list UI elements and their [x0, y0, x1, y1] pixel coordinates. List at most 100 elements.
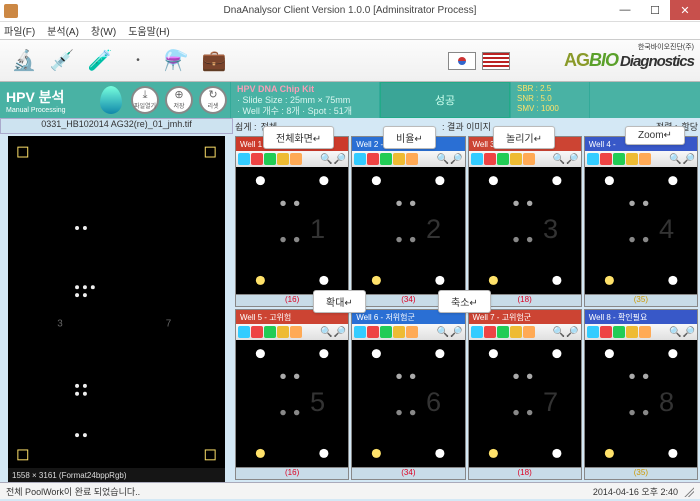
well-3[interactable]: Well 3 - 🔍 🔎 3 (18) — [468, 136, 582, 307]
tag-zoom[interactable]: Zoom↵ — [625, 126, 685, 145]
well-tool-icon[interactable] — [497, 326, 509, 338]
magnify-minus-icon[interactable]: 🔎 — [566, 154, 578, 165]
well-2[interactable]: Well 2 - 🔍 🔎 2 (34) — [351, 136, 465, 307]
well-tool-icon[interactable] — [277, 326, 289, 338]
well-tool-icon[interactable] — [277, 153, 289, 165]
well-tool-icon[interactable] — [406, 326, 418, 338]
well-tool-icon[interactable] — [523, 326, 535, 338]
magnify-minus-icon[interactable]: 🔎 — [334, 154, 346, 165]
well-tool-icon[interactable] — [587, 153, 599, 165]
magnify-minus-icon[interactable]: 🔎 — [683, 154, 695, 165]
well-tool-icon[interactable] — [393, 153, 405, 165]
menu-window[interactable]: 창(W) — [91, 23, 116, 38]
well-tool-icon[interactable] — [264, 326, 276, 338]
well-tool-icon[interactable] — [406, 153, 418, 165]
maximize-button[interactable]: ☐ — [640, 0, 670, 20]
magnify-icon[interactable]: 🔍 — [553, 327, 565, 338]
flag-kr-icon[interactable] — [448, 52, 476, 70]
tag-fullscreen[interactable]: 전체화면↵ — [263, 126, 334, 149]
well-tool-icon[interactable] — [380, 153, 392, 165]
well-tool-icon[interactable] — [238, 326, 250, 338]
well-tool-icon[interactable] — [613, 326, 625, 338]
magnify-minus-icon[interactable]: 🔎 — [450, 154, 462, 165]
well-tool-icon[interactable] — [264, 153, 276, 165]
well-tool-icon[interactable] — [354, 153, 366, 165]
well-header: Well 8 - 확인필요 — [585, 310, 697, 324]
well-tool-icon[interactable] — [523, 153, 535, 165]
well-7[interactable]: Well 7 - 고위험군 🔍 🔎 7 (18) — [468, 309, 582, 480]
tubes-icon[interactable]: 🧪 — [82, 43, 118, 79]
well-tool-icon[interactable] — [251, 326, 263, 338]
well-1[interactable]: Well 1 - 🔍 🔎 1 (16) — [235, 136, 349, 307]
tag-zoomin[interactable]: 확대↵ — [313, 290, 366, 313]
magnify-minus-icon[interactable]: 🔎 — [566, 327, 578, 338]
well-tool-icon[interactable] — [367, 153, 379, 165]
menu-help[interactable]: 도움말(H) — [128, 23, 169, 38]
well-tool-icon[interactable] — [600, 153, 612, 165]
syringe-icon[interactable]: 💉 — [44, 43, 80, 79]
magnify-icon[interactable]: 🔍 — [320, 154, 332, 165]
magnify-minus-icon[interactable]: 🔎 — [334, 327, 346, 338]
well-tool-icon[interactable] — [290, 326, 302, 338]
close-button[interactable]: ✕ — [670, 0, 700, 20]
well-image[interactable]: 3 — [469, 167, 581, 294]
well-tool-icon[interactable] — [471, 153, 483, 165]
magnify-icon[interactable]: 🔍 — [669, 154, 681, 165]
well-tool-icon[interactable] — [290, 153, 302, 165]
well-tool-icon[interactable] — [639, 153, 651, 165]
image-info: 1558 × 3161 (Format24bppRgb) — [8, 468, 225, 482]
menu-analysis[interactable]: 분석(A) — [47, 23, 79, 38]
reset-button[interactable]: ↻리셋 — [199, 86, 227, 114]
well-tool-icon[interactable] — [484, 153, 496, 165]
magnify-icon[interactable]: 🔍 — [437, 327, 449, 338]
open-file-button[interactable]: ⤓파일열기 — [131, 86, 159, 114]
magnify-icon[interactable]: 🔍 — [553, 154, 565, 165]
well-6[interactable]: Well 6 - 저위험군 🔍 🔎 6 (34) — [351, 309, 465, 480]
well-5[interactable]: Well 5 - 고위험 🔍 🔎 5 (16) — [235, 309, 349, 480]
well-image[interactable]: 5 — [236, 340, 348, 467]
magnify-icon[interactable]: 🔍 — [320, 327, 332, 338]
well-4[interactable]: Well 4 - 🔍 🔎 4 (35) — [584, 136, 698, 307]
svg-text:8: 8 — [659, 386, 674, 417]
main-image[interactable]: 37 — [8, 136, 225, 468]
well-tool-icon[interactable] — [471, 326, 483, 338]
well-tool-icon[interactable] — [484, 326, 496, 338]
flag-us-icon[interactable] — [482, 52, 510, 70]
tag-zoomout[interactable]: 축소↵ — [438, 290, 491, 313]
well-image[interactable]: 7 — [469, 340, 581, 467]
well-image[interactable]: 4 — [585, 167, 697, 294]
well-tool-icon[interactable] — [380, 326, 392, 338]
bag-icon[interactable]: 💼 — [196, 43, 232, 79]
tag-ratio[interactable]: 비율↵ — [383, 126, 436, 149]
well-tool-icon[interactable] — [600, 326, 612, 338]
well-tool-icon[interactable] — [510, 326, 522, 338]
well-tool-icon[interactable] — [367, 326, 379, 338]
well-tool-icon[interactable] — [510, 153, 522, 165]
save-button[interactable]: ⊕저장 — [165, 86, 193, 114]
well-tool-icon[interactable] — [393, 326, 405, 338]
magnify-minus-icon[interactable]: 🔎 — [450, 327, 462, 338]
flask-icon[interactable]: ⚗️ — [158, 43, 194, 79]
menu-file[interactable]: 파일(F) — [4, 23, 35, 38]
well-image[interactable]: 1 — [236, 167, 348, 294]
well-tool-icon[interactable] — [626, 153, 638, 165]
well-tool-icon[interactable] — [238, 153, 250, 165]
well-tool-icon[interactable] — [639, 326, 651, 338]
well-tool-icon[interactable] — [626, 326, 638, 338]
resize-grip-icon[interactable] — [682, 485, 694, 497]
well-image[interactable]: 6 — [352, 340, 464, 467]
well-tool-icon[interactable] — [587, 326, 599, 338]
well-tool-icon[interactable] — [251, 153, 263, 165]
tag-play[interactable]: 놀리기↵ — [493, 126, 555, 149]
well-8[interactable]: Well 8 - 확인필요 🔍 🔎 8 (35) — [584, 309, 698, 480]
microscope-icon[interactable]: 🔬 — [6, 43, 42, 79]
well-image[interactable]: 8 — [585, 340, 697, 467]
well-image[interactable]: 2 — [352, 167, 464, 294]
magnify-minus-icon[interactable]: 🔎 — [683, 327, 695, 338]
minimize-button[interactable]: — — [610, 0, 640, 20]
magnify-icon[interactable]: 🔍 — [437, 154, 449, 165]
well-tool-icon[interactable] — [613, 153, 625, 165]
well-tool-icon[interactable] — [497, 153, 509, 165]
magnify-icon[interactable]: 🔍 — [669, 327, 681, 338]
well-tool-icon[interactable] — [354, 326, 366, 338]
